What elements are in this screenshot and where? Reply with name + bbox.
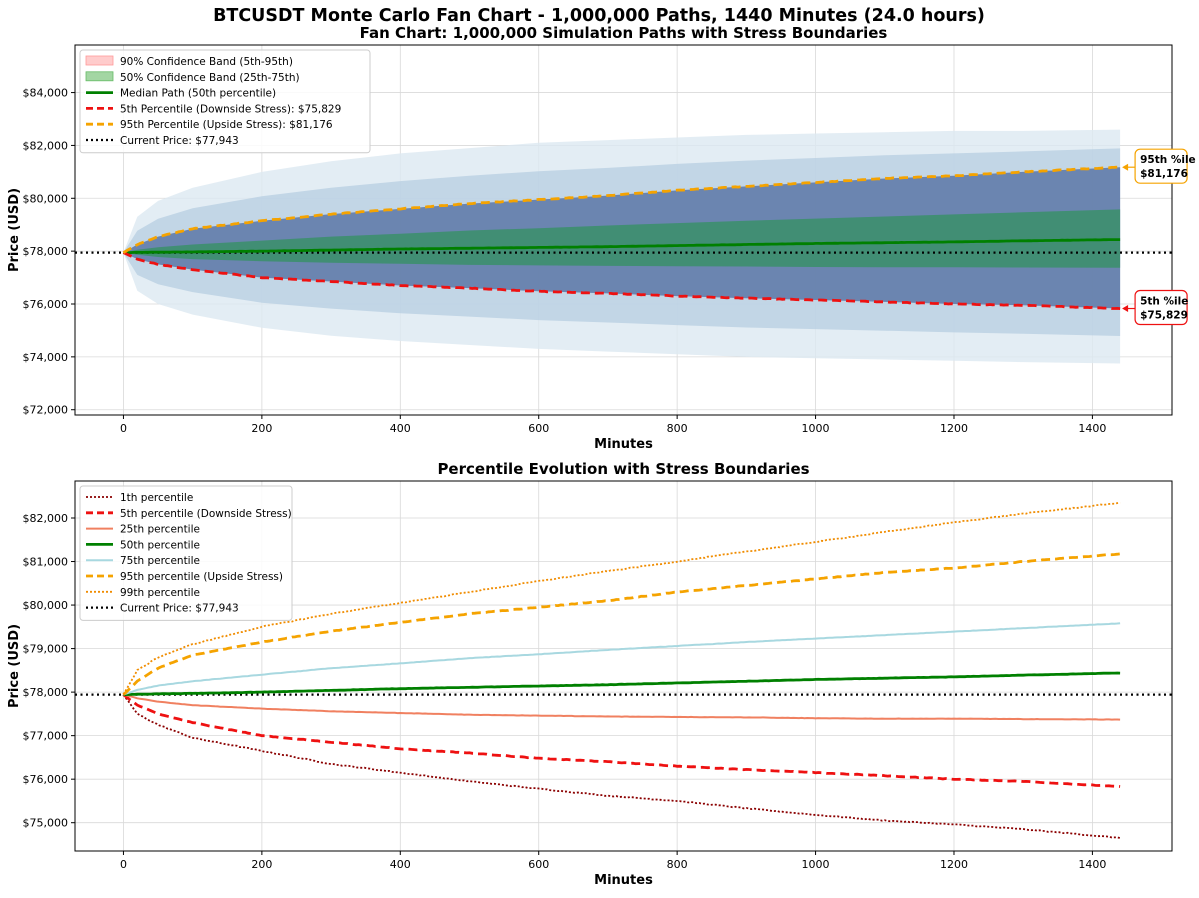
- median-line: [123, 238, 1121, 254]
- y-axis-label: Price (USD): [7, 624, 22, 708]
- legend-label: 25th percentile: [120, 524, 200, 536]
- y-tick-label: $75,000: [23, 817, 69, 830]
- fan-chart: Fan Chart: 1,000,000 Simulation Paths wi…: [7, 24, 1196, 452]
- legend-label: Current Price: $77,943: [120, 135, 239, 147]
- legend-label: 50th percentile: [120, 539, 200, 551]
- y-tick-label: $76,000: [23, 298, 69, 311]
- y-tick-label: $78,000: [23, 245, 69, 258]
- annotation-line2: $75,829: [1140, 310, 1188, 322]
- x-tick-label: 200: [251, 858, 272, 871]
- y-tick-label: $77,000: [23, 730, 69, 743]
- x-tick-label: 1400: [1078, 422, 1106, 435]
- y-tick-label: $74,000: [23, 351, 69, 364]
- annotation-p5: 5th %ile $75,829: [1122, 289, 1188, 326]
- annotation-box: [1134, 289, 1188, 326]
- p25-line: [123, 693, 1121, 721]
- legend-entry: 1th percentile: [86, 492, 193, 504]
- legend-label: 5th Percentile (Downside Stress): $75,82…: [120, 103, 341, 115]
- legend-entry: Current Price: $77,943: [86, 603, 239, 615]
- y-tick-label: $84,000: [23, 87, 69, 100]
- y-tick-label: $81,000: [23, 556, 69, 569]
- p75-line: [123, 622, 1121, 696]
- annotation-p95: 95th %ile $81,176: [1122, 148, 1196, 184]
- y-tick-label: $72,000: [23, 404, 69, 417]
- x-tick-label: 600: [528, 858, 549, 871]
- legend-label: 75th percentile: [120, 555, 200, 567]
- legend-label: 95th percentile (Upside Stress): [120, 571, 283, 583]
- y-tick-label: $80,000: [23, 192, 69, 205]
- legend-entry: 50% Confidence Band (25th-75th): [85, 71, 300, 84]
- x-axis-label: Minutes: [594, 873, 653, 888]
- annotation-arrowhead: [1122, 305, 1129, 313]
- x-tick-label: 1200: [940, 858, 968, 871]
- legend-label: 50% Confidence Band (25th-75th): [120, 72, 300, 84]
- y-tick-label: $80,000: [23, 599, 69, 612]
- annotation-box: [1134, 148, 1188, 184]
- x-axis-label: Minutes: [594, 437, 653, 452]
- plot-area: [75, 501, 1172, 839]
- annotation-line1: 95th %ile: [1140, 154, 1196, 166]
- annotation-line1: 5th %ile: [1140, 296, 1188, 308]
- legend-label: Median Path (50th percentile): [120, 88, 276, 100]
- p99-line: [122, 501, 1121, 696]
- y-tick-label: $76,000: [23, 773, 69, 786]
- legend-swatch: [85, 55, 114, 66]
- annotation-arrowhead: [1122, 163, 1129, 171]
- x-tick-label: 1200: [940, 422, 968, 435]
- p5-line: [122, 251, 1121, 310]
- x-tick-label: 200: [251, 422, 272, 435]
- legend-label: 95th Percentile (Upside Stress): $81,176: [120, 119, 333, 131]
- p5-line: [122, 693, 1121, 788]
- y-tick-label: $82,000: [23, 139, 69, 152]
- legend-entry: 50th percentile: [86, 539, 200, 551]
- legend-label: 1th percentile: [120, 492, 193, 504]
- figure-suptitle: BTCUSDT Monte Carlo Fan Chart - 1,000,00…: [213, 6, 985, 26]
- legend-label: 5th percentile (Downside Stress): [120, 508, 292, 520]
- x-tick-label: 1000: [802, 858, 830, 871]
- annotation-line2: $81,176: [1140, 168, 1188, 180]
- legend-entry: 25th percentile: [86, 524, 200, 536]
- x-tick-label: 0: [120, 858, 127, 871]
- legend-label: 99th percentile: [120, 587, 200, 599]
- y-tick-label: $79,000: [23, 643, 69, 656]
- y-tick-label: $82,000: [23, 512, 69, 525]
- plot-area: [75, 129, 1172, 364]
- legend-entry: 95th Percentile (Upside Stress): $81,176: [86, 119, 333, 131]
- x-tick-label: 800: [667, 858, 688, 871]
- legend-entry: 5th percentile (Downside Stress): [86, 508, 292, 520]
- x-tick-label: 400: [390, 422, 411, 435]
- legend-swatch: [85, 71, 114, 82]
- legend-entry: 75th percentile: [86, 555, 200, 567]
- p1-line: [122, 694, 1121, 839]
- y-tick-label: $78,000: [23, 686, 69, 699]
- legend-box: [79, 485, 293, 621]
- legend-entry: 90% Confidence Band (5th-95th): [85, 55, 293, 68]
- p95-line: [122, 165, 1121, 254]
- x-tick-label: 0: [120, 422, 127, 435]
- legend-label: 90% Confidence Band (5th-95th): [120, 56, 293, 68]
- legend-entry: Current Price: $77,943: [86, 135, 239, 147]
- plot-frame: [74, 480, 1173, 852]
- legend-entry: 5th Percentile (Downside Stress): $75,82…: [86, 103, 341, 115]
- plot-frame: [74, 44, 1173, 416]
- p50-line: [123, 671, 1121, 696]
- x-tick-label: 1400: [1078, 858, 1106, 871]
- legend-entry: Median Path (50th percentile): [86, 88, 276, 100]
- legend-label: Current Price: $77,943: [120, 603, 239, 615]
- legend-box: [79, 49, 371, 154]
- legend-entry: 95th percentile (Upside Stress): [86, 571, 283, 583]
- y-axis-label: Price (USD): [7, 188, 22, 272]
- x-tick-label: 600: [528, 422, 549, 435]
- chart-title: Percentile Evolution with Stress Boundar…: [437, 460, 809, 478]
- chart-title: Fan Chart: 1,000,000 Simulation Paths wi…: [360, 24, 888, 42]
- x-tick-label: 1000: [802, 422, 830, 435]
- x-tick-label: 400: [390, 858, 411, 871]
- x-tick-label: 800: [667, 422, 688, 435]
- legend-entry: 99th percentile: [86, 587, 200, 599]
- percentile-evolution-chart: Percentile Evolution with Stress Boundar…: [7, 460, 1173, 888]
